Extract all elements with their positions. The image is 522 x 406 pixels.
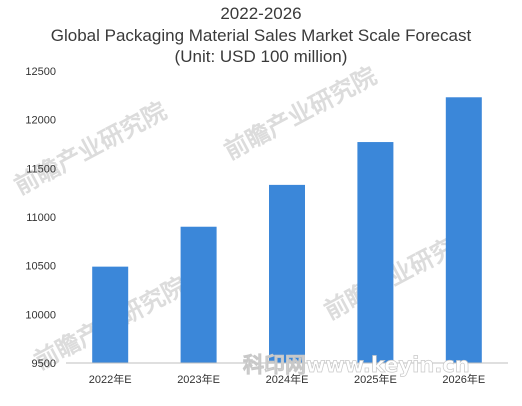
- bar-2: [180, 226, 217, 363]
- x-tick-label: 2022年E: [89, 372, 132, 386]
- bar-5: [445, 97, 482, 363]
- y-tick-label: 12000: [25, 115, 56, 127]
- y-tick-label: 9500: [32, 358, 56, 370]
- chart-title: 2022-2026 Global Packaging Material Sale…: [51, 4, 472, 66]
- x-axis: 2022年E 2023年E 2024年E 2025年E 2026年E: [89, 372, 485, 386]
- brand-watermark-left: 前瞻产业研究院: [10, 97, 171, 201]
- x-tick-label: 2023年E: [177, 372, 220, 386]
- title-line-1: 2022-2026: [220, 4, 301, 23]
- title-line-2: Global Packaging Material Sales Market S…: [51, 26, 472, 45]
- bars: [92, 97, 482, 363]
- site-watermark: 科印网www.keyin.cn: [243, 353, 470, 377]
- bar-4: [357, 142, 394, 363]
- y-tick-label: 12500: [25, 66, 56, 78]
- y-tick-label: 10000: [25, 309, 56, 321]
- watermark-layer: 前瞻产业研究院 前瞻产业研究院 前瞻产业研究院 前瞻产业研究院: [10, 62, 481, 376]
- y-axis: 9500 10000 10500 11000 11500 12000 12500: [25, 66, 56, 370]
- y-tick-label: 11000: [26, 212, 56, 224]
- brand-watermark-center: 前瞻产业研究院: [220, 62, 381, 166]
- bar-1: [92, 266, 129, 363]
- y-tick-label: 10500: [25, 261, 56, 273]
- x-tick-label: 2024年E: [266, 372, 309, 386]
- title-line-3: (Unit: USD 100 million): [175, 47, 348, 66]
- bar-3: [269, 184, 305, 363]
- y-tick-label: 11500: [26, 163, 56, 175]
- x-tick-label: 2026年E: [442, 372, 485, 386]
- x-tick-label: 2025年E: [354, 372, 397, 386]
